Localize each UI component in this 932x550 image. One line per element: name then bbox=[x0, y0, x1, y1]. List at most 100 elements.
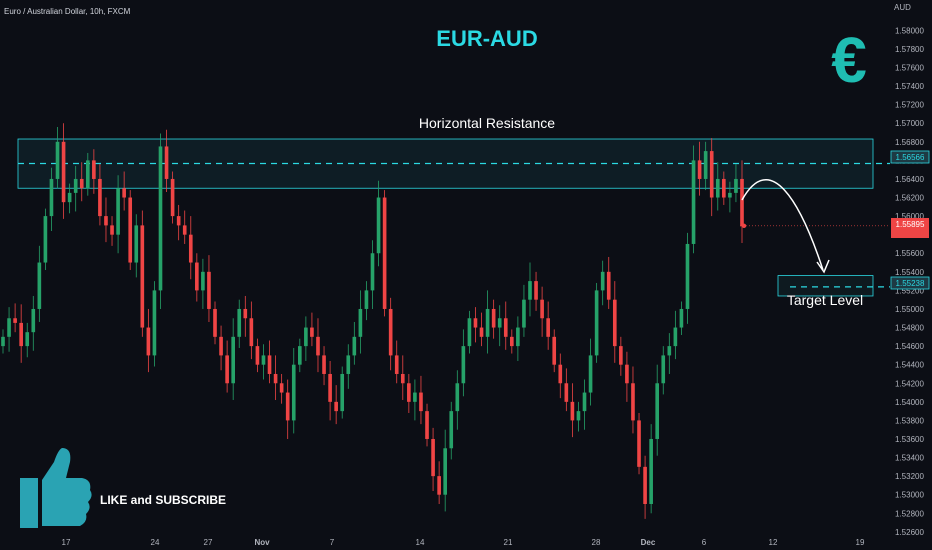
candle bbox=[485, 290, 490, 354]
candle-body bbox=[316, 336, 320, 356]
candle-body bbox=[437, 476, 441, 495]
price-tick-label: 1.54200 bbox=[895, 379, 924, 388]
candle-body bbox=[485, 308, 490, 337]
candle-body bbox=[606, 271, 611, 300]
candle bbox=[285, 379, 290, 439]
candle bbox=[510, 329, 514, 354]
price-tick-label: 1.54000 bbox=[895, 398, 924, 407]
candle-body bbox=[643, 466, 647, 504]
price-tick-label: 1.56400 bbox=[895, 175, 924, 184]
candle-body bbox=[703, 151, 708, 179]
candle-body bbox=[673, 327, 678, 347]
current-price-dot bbox=[741, 223, 747, 229]
price-tick-label: 1.52600 bbox=[895, 528, 924, 537]
candle bbox=[588, 338, 593, 406]
candle-body bbox=[728, 192, 732, 198]
price-tick-label: 1.57200 bbox=[895, 101, 924, 110]
candle-body bbox=[310, 327, 314, 337]
candle bbox=[425, 403, 429, 447]
candle-body bbox=[346, 355, 351, 374]
candle bbox=[261, 344, 266, 380]
candle-body bbox=[619, 346, 623, 365]
candle bbox=[534, 271, 538, 311]
candle bbox=[643, 455, 647, 519]
time-tick-label: 12 bbox=[769, 538, 778, 547]
candle bbox=[152, 281, 157, 367]
candle-body bbox=[582, 392, 587, 412]
price-tick-label: 1.55000 bbox=[895, 305, 924, 314]
candle-body bbox=[661, 355, 666, 384]
candle bbox=[13, 303, 17, 333]
candle-body bbox=[140, 225, 145, 328]
candle-body bbox=[285, 392, 290, 421]
price-tick-label: 1.56800 bbox=[895, 138, 924, 147]
candle bbox=[631, 366, 635, 434]
symbol-header: Euro / Australian Dollar, 10h, FXCM bbox=[4, 7, 131, 16]
candle bbox=[316, 318, 320, 373]
candle bbox=[352, 321, 357, 365]
candle-body bbox=[655, 383, 660, 439]
candle bbox=[437, 461, 441, 504]
price-tick-label: 1.57600 bbox=[895, 64, 924, 73]
candle bbox=[310, 312, 314, 347]
candle bbox=[661, 346, 666, 395]
candle bbox=[61, 123, 66, 219]
candle bbox=[358, 290, 363, 354]
candle bbox=[582, 379, 587, 430]
candle-body bbox=[400, 373, 405, 384]
current-price-text: 1.55895 bbox=[896, 220, 925, 229]
candle-body bbox=[522, 299, 526, 328]
candle-body bbox=[443, 448, 448, 495]
candle-body bbox=[425, 411, 429, 439]
candle bbox=[146, 308, 151, 373]
candle-body bbox=[740, 178, 744, 227]
candle-body bbox=[570, 401, 575, 421]
current-price-badge: 1.55895 bbox=[891, 218, 929, 238]
candle bbox=[715, 162, 720, 211]
time-axis[interactable]: 17 24 27 Nov 7 14 21 28 Dec 6 12 19 bbox=[62, 538, 865, 547]
price-tick-label: 1.56200 bbox=[895, 194, 924, 203]
candle bbox=[37, 245, 42, 322]
candle bbox=[679, 301, 684, 335]
price-tick-label: 1.57000 bbox=[895, 119, 924, 128]
candle bbox=[394, 340, 399, 384]
candle bbox=[304, 316, 308, 361]
candle-body bbox=[334, 401, 338, 412]
candle-body bbox=[503, 318, 508, 337]
target-label: Target Level bbox=[787, 292, 863, 308]
candle bbox=[170, 171, 175, 224]
candle-body bbox=[297, 346, 302, 365]
candle-body bbox=[370, 253, 375, 291]
candle bbox=[558, 353, 563, 399]
candle-body bbox=[419, 392, 423, 412]
candle bbox=[195, 253, 199, 302]
candle-body bbox=[249, 318, 254, 347]
candle bbox=[400, 355, 405, 400]
candle bbox=[334, 385, 338, 425]
candle-body bbox=[340, 373, 345, 412]
candle bbox=[407, 373, 411, 413]
candle-body bbox=[7, 318, 11, 337]
candle-body bbox=[1, 336, 5, 347]
candle-body bbox=[546, 318, 550, 337]
candle bbox=[479, 312, 484, 347]
cta-text[interactable]: LIKE and SUBSCRIBE bbox=[100, 493, 226, 507]
candle bbox=[55, 126, 60, 189]
candle bbox=[388, 297, 393, 371]
candle-body bbox=[67, 192, 72, 203]
thumbs-up-icon[interactable] bbox=[20, 448, 92, 528]
candle-body bbox=[164, 146, 169, 179]
candle-body bbox=[497, 318, 502, 328]
candle bbox=[279, 373, 284, 404]
price-axis-unit: AUD bbox=[894, 3, 911, 12]
candle-body bbox=[104, 216, 108, 226]
target-zone bbox=[777, 275, 874, 297]
candle-body bbox=[697, 160, 702, 179]
candle bbox=[25, 322, 30, 358]
candle bbox=[49, 167, 54, 231]
time-tick-label: Dec bbox=[641, 538, 656, 547]
candle-body bbox=[85, 160, 90, 189]
price-tick-label: 1.53000 bbox=[895, 491, 924, 500]
candle bbox=[85, 152, 90, 196]
